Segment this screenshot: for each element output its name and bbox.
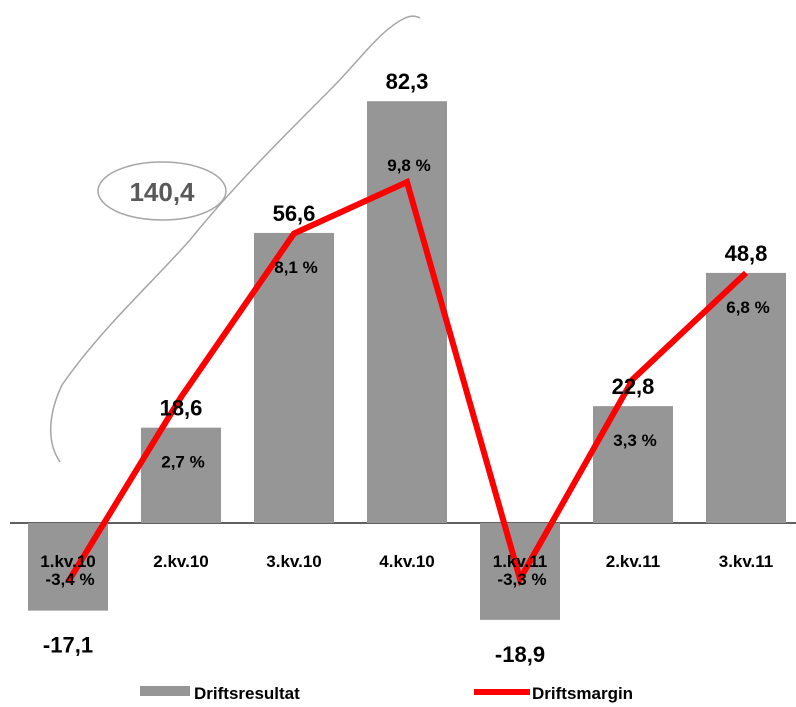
legend-label-driftsresultat: Driftsresultat [194,684,300,703]
margin-label: 8,1 % [274,258,317,277]
legend-label-driftsmargin: Driftsmargin [532,684,633,703]
bar-value-label: 48,8 [725,241,768,266]
bar-value-label: 22,8 [612,374,655,399]
category-label: 1.kv.10 [40,552,95,571]
category-label: 2.kv.10 [153,552,208,571]
annotation: 140,4 [50,15,421,463]
annotation-brace [50,15,421,463]
category-label: 3.kv.11 [719,552,774,571]
margin-label: -3,3 % [497,570,546,589]
bar-value-label: 82,3 [386,69,429,94]
margin-label: 2,7 % [161,453,204,472]
margin-label: 3,3 % [613,431,656,450]
bar-value-label: 18,6 [160,396,203,421]
margin-label: 6,8 % [726,298,769,317]
margin-label: 9,8 % [387,156,430,175]
annotation-ellipse [97,161,227,221]
bar-3.kv.10 [254,232,334,524]
annotation-value: 140,4 [129,177,195,207]
bar-3.kv.11 [706,272,786,523]
margin-line [65,177,749,587]
bar-4.kv.10 [367,101,447,524]
legend-swatch-driftsresultat [140,686,190,696]
category-label: 3.kv.10 [266,552,321,571]
margin-label: -3,4 % [45,570,94,589]
category-label: 2.kv.11 [606,552,661,571]
bars [28,101,786,620]
bar-value-label: -17,1 [43,633,93,658]
category-label: 1.kv.11 [493,552,548,571]
labels: 1.kv.10 -17,1 -3,4 % 2.kv.10 18,6 2,7 % 3.kv.1… [40,69,773,667]
bar-value-label: 56,6 [273,201,316,226]
bar-value-label: -18,9 [495,642,545,667]
category-label: 4.kv.10 [379,552,434,571]
legend: Driftsresultat Driftsmargin [140,684,633,703]
